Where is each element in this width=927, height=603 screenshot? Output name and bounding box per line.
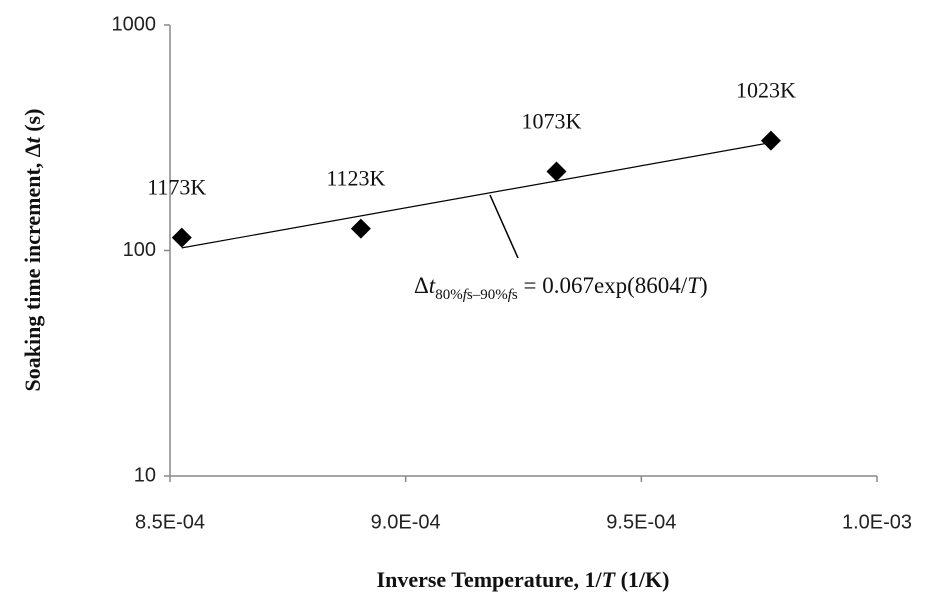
point-label: 1023K (736, 78, 796, 103)
x-tick-label: 9.0E-04 (371, 511, 441, 533)
point-label: 1073K (522, 109, 582, 134)
annotation: Δt80%fs–90%fs = 0.067exp(8604/T) (414, 273, 708, 303)
point (760, 130, 781, 151)
point-label: 1173K (147, 175, 206, 200)
y-tick-label: 1000 (112, 13, 157, 35)
x-axis-title: Inverse Temperature, 1/T (1/K) (377, 567, 670, 592)
annotation-leader (489, 194, 519, 259)
trendline (181, 141, 772, 249)
x-tick-label: 9.5E-04 (606, 511, 676, 533)
point (171, 227, 192, 248)
y-tick-label: 10 (134, 464, 156, 486)
y-axis-title: Soaking time increment, Δt (s) (20, 109, 45, 392)
x-tick-label: 1.0E-03 (842, 511, 912, 533)
point-label: 1123K (326, 166, 385, 191)
point (546, 161, 567, 182)
point (350, 218, 371, 239)
x-tick-label: 8.5E-04 (135, 511, 205, 533)
y-tick-label: 100 (123, 239, 156, 261)
